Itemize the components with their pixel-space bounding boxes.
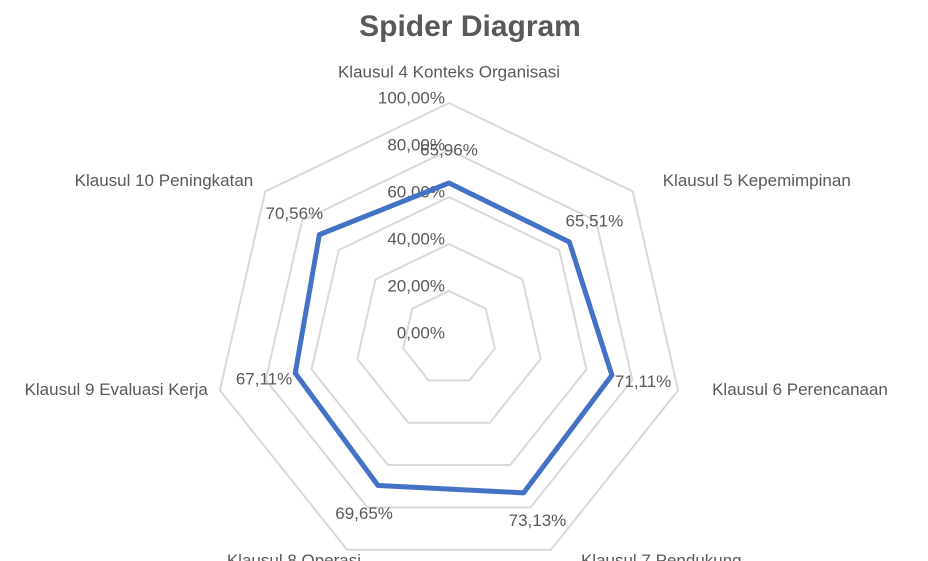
- data-label: 69,65%: [335, 504, 393, 523]
- grid-ring: [310, 195, 588, 467]
- category-label: Klausul 7 Pendukung: [581, 551, 742, 561]
- tick-label: 0,00%: [397, 323, 445, 342]
- data-label: 65,51%: [566, 212, 624, 231]
- tick-label: 20,00%: [387, 276, 445, 295]
- grid-ring: [264, 148, 634, 509]
- tick-label: 60,00%: [387, 182, 445, 201]
- category-label: Klausul 10 Peningkatan: [75, 171, 254, 190]
- category-label: Klausul 9 Evaluasi Kerja: [25, 380, 209, 399]
- series-line: [292, 180, 615, 496]
- grid-ring: [218, 101, 680, 551]
- category-label: Klausul 5 Kepemimpinan: [663, 171, 851, 190]
- category-label: Klausul 8 Operasi: [227, 551, 361, 561]
- tick-label: 100,00%: [378, 88, 445, 107]
- data-label: 73,13%: [509, 511, 567, 530]
- data-label: 65,96%: [420, 140, 478, 159]
- grid-ring: [402, 289, 496, 382]
- data-label: 71,11%: [615, 372, 671, 391]
- chart-title: Spider Diagram: [359, 10, 581, 43]
- data-label: 67,11%: [236, 370, 292, 389]
- tick-label: 80,00%: [387, 135, 445, 154]
- category-label: Klausul 4 Konteks Organisasi: [338, 62, 560, 81]
- category-label: Klausul 6 Perencanaan: [712, 380, 888, 399]
- grid-ring: [356, 242, 542, 424]
- data-label: 70,56%: [266, 204, 324, 223]
- tick-label: 40,00%: [387, 229, 445, 248]
